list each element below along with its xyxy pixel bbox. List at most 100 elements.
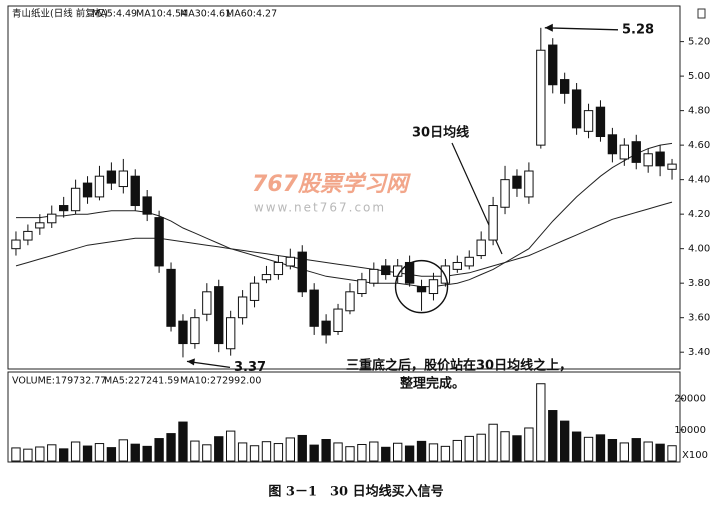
- legend-entry: MA30:4.61: [180, 9, 231, 20]
- volume-legend-entry: VOLUME:179732.77: [12, 376, 106, 387]
- candle-body: [357, 279, 367, 295]
- volume-bar: [23, 448, 33, 462]
- candle-body: [214, 286, 224, 345]
- volume-bar: [94, 443, 105, 462]
- candle-body: [190, 317, 200, 345]
- y-tick-label: 5.20: [688, 37, 710, 48]
- volume-bar: [548, 410, 558, 462]
- watermark-title: 767股票学习网: [252, 171, 411, 197]
- highlight-circle: [394, 259, 449, 314]
- volume-bar: [655, 443, 665, 462]
- volume-bar: [297, 434, 307, 462]
- note-line: 三重底之后，股价站在30日均线之上，: [346, 358, 572, 374]
- trough-label: 3.37: [234, 360, 266, 375]
- volume-bar: [440, 445, 451, 462]
- volume-bar: [249, 445, 260, 462]
- candle-body: [47, 213, 57, 224]
- volume-bar: [82, 445, 93, 462]
- candle-body: [178, 320, 188, 345]
- volume-bar: [142, 445, 152, 462]
- volume-bar: [488, 423, 498, 462]
- volume-bar: [130, 443, 140, 462]
- volume-bar: [536, 383, 546, 462]
- candle-body: [440, 265, 451, 284]
- y-tick-label: 3.80: [688, 278, 710, 289]
- candle-body: [94, 175, 105, 198]
- price-panel-frame: [7, 5, 681, 370]
- candle-body: [321, 320, 331, 336]
- volume-bar: [667, 445, 677, 462]
- volume-bar: [643, 441, 653, 462]
- volume-bar: [118, 439, 128, 462]
- y-tick-label: 4.00: [688, 244, 710, 255]
- volume-bar: [59, 448, 69, 462]
- volume-tick-label: 10000: [674, 425, 706, 436]
- candle-body: [23, 230, 33, 241]
- volume-bar: [47, 444, 57, 462]
- volume-bar: [190, 440, 200, 462]
- volume-bar: [381, 446, 391, 462]
- volume-bar: [70, 441, 81, 462]
- candle-body: [333, 308, 343, 332]
- candle-body: [500, 179, 510, 208]
- candle-body: [35, 222, 45, 229]
- volume-bar: [619, 442, 629, 462]
- candle-body: [512, 175, 522, 189]
- candle-body: [571, 89, 582, 129]
- volume-tick-label: 20000: [674, 394, 706, 405]
- peak-arrow: [544, 27, 619, 31]
- volume-bar: [214, 436, 224, 462]
- volume-bar: [357, 443, 367, 462]
- candle-body: [428, 279, 439, 295]
- volume-panel-frame: [7, 371, 681, 463]
- volume-bar: [333, 442, 343, 462]
- candle-body: [70, 187, 81, 212]
- volume-bar: [631, 438, 641, 462]
- volume-bar: [464, 435, 474, 462]
- candle-body: [285, 256, 295, 267]
- candle-body: [202, 291, 212, 315]
- candle-body: [667, 163, 677, 170]
- y-tick-label: 4.40: [688, 175, 710, 186]
- candle-body: [226, 317, 236, 350]
- volume-bar: [428, 443, 439, 462]
- volume-bar: [154, 438, 164, 462]
- legend-entry: MA60:4.27: [226, 9, 277, 20]
- candle-body: [381, 265, 391, 276]
- candle-body: [464, 256, 474, 267]
- volume-bar: [404, 445, 415, 462]
- candle-body: [142, 196, 152, 215]
- candle-body: [237, 296, 248, 319]
- volume-bar: [226, 430, 236, 462]
- volume-unit: X100: [682, 450, 708, 461]
- y-tick-label: 4.20: [688, 209, 710, 220]
- volume-bar: [393, 442, 403, 462]
- volume-bar: [595, 434, 606, 462]
- candle-body: [631, 141, 641, 163]
- volume-bar: [416, 440, 427, 462]
- volume-bar: [202, 444, 212, 462]
- volume-bar: [106, 447, 117, 462]
- volume-bar: [345, 446, 355, 462]
- caption: 图 3－1 30 日均线买入信号: [268, 484, 443, 500]
- candle-body: [82, 182, 93, 198]
- ma-line: [16, 142, 673, 288]
- volume-bar: [273, 443, 284, 462]
- candle-body: [583, 110, 594, 132]
- candle-body: [536, 49, 546, 146]
- candle-body: [297, 251, 307, 293]
- candle-body: [309, 289, 319, 327]
- volume-legend-entry: MA10:272992.00: [180, 376, 261, 387]
- candle-body: [118, 170, 128, 188]
- y-tick-label: 5.00: [688, 71, 710, 82]
- ma30-note: 30日均线: [412, 125, 469, 141]
- volume-bar: [452, 439, 462, 462]
- candle-body: [369, 268, 379, 284]
- window-icon: [697, 8, 706, 19]
- note-line: 整理完成。: [399, 376, 465, 392]
- volume-bar: [166, 433, 176, 462]
- candle-body: [488, 205, 498, 241]
- volume-bar: [512, 435, 522, 462]
- candle-body: [345, 291, 355, 312]
